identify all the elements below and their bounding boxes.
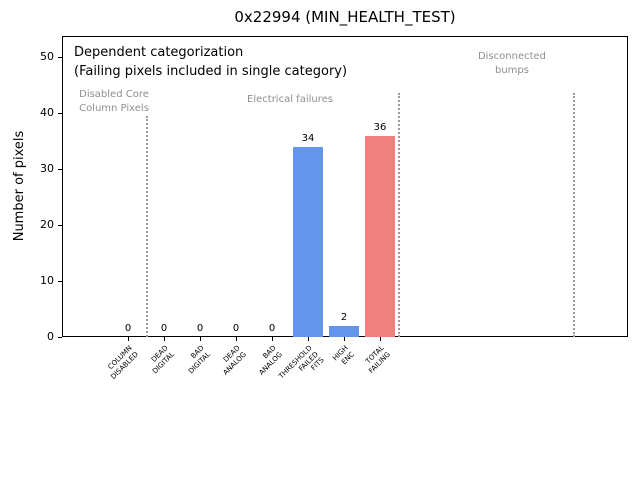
bar-value-label: 0 bbox=[232, 323, 240, 334]
bar-value-label: 0 bbox=[268, 323, 276, 334]
y-tick-mark bbox=[58, 225, 62, 227]
bar-value-label: 0 bbox=[196, 323, 204, 334]
y-tick-mark bbox=[58, 113, 62, 115]
bar bbox=[365, 135, 395, 337]
y-tick-label: 30 bbox=[40, 162, 54, 176]
y-tick-label: 20 bbox=[40, 218, 54, 232]
x-tick-mark bbox=[272, 337, 273, 341]
annotation: Disconnected bumps bbox=[477, 51, 547, 76]
x-tick-mark bbox=[236, 337, 237, 341]
x-tick-mark bbox=[200, 337, 201, 341]
annotation: Dependent categorization bbox=[74, 45, 244, 60]
x-tick-mark bbox=[128, 337, 129, 341]
y-tick-label: 0 bbox=[47, 330, 54, 343]
y-tick-mark bbox=[58, 57, 62, 59]
annotation: (Failing pixels included in single categ… bbox=[74, 64, 348, 79]
annotation: Electrical failures bbox=[247, 94, 333, 105]
y-tick-label: 40 bbox=[40, 106, 54, 120]
bar-value-label: 2 bbox=[340, 311, 348, 323]
x-tick-mark bbox=[164, 337, 165, 341]
bar-value-label: 0 bbox=[124, 323, 132, 334]
separator-line bbox=[398, 93, 400, 337]
y-tick-mark bbox=[58, 169, 62, 171]
y-tick-label: 50 bbox=[40, 50, 54, 64]
bar-value-label: 34 bbox=[301, 132, 315, 144]
y-tick-mark bbox=[58, 337, 62, 338]
x-tick-mark bbox=[308, 337, 309, 341]
separator-line bbox=[573, 93, 575, 337]
separator-line bbox=[146, 116, 148, 337]
bar-value-label: 0 bbox=[160, 323, 168, 334]
bar-value-label: 36 bbox=[373, 121, 387, 133]
x-tick-mark bbox=[380, 337, 381, 341]
y-tick-label: 10 bbox=[40, 274, 54, 288]
annotation: Disabled Core Column Pixels bbox=[79, 89, 149, 114]
chart-title: 0x22994 (MIN_HEALTH_TEST) bbox=[234, 8, 456, 26]
x-tick-mark bbox=[344, 337, 345, 341]
y-tick-mark bbox=[58, 281, 62, 283]
y-axis-label: Number of pixels bbox=[12, 130, 27, 242]
bar bbox=[329, 325, 359, 337]
bar bbox=[293, 146, 323, 337]
